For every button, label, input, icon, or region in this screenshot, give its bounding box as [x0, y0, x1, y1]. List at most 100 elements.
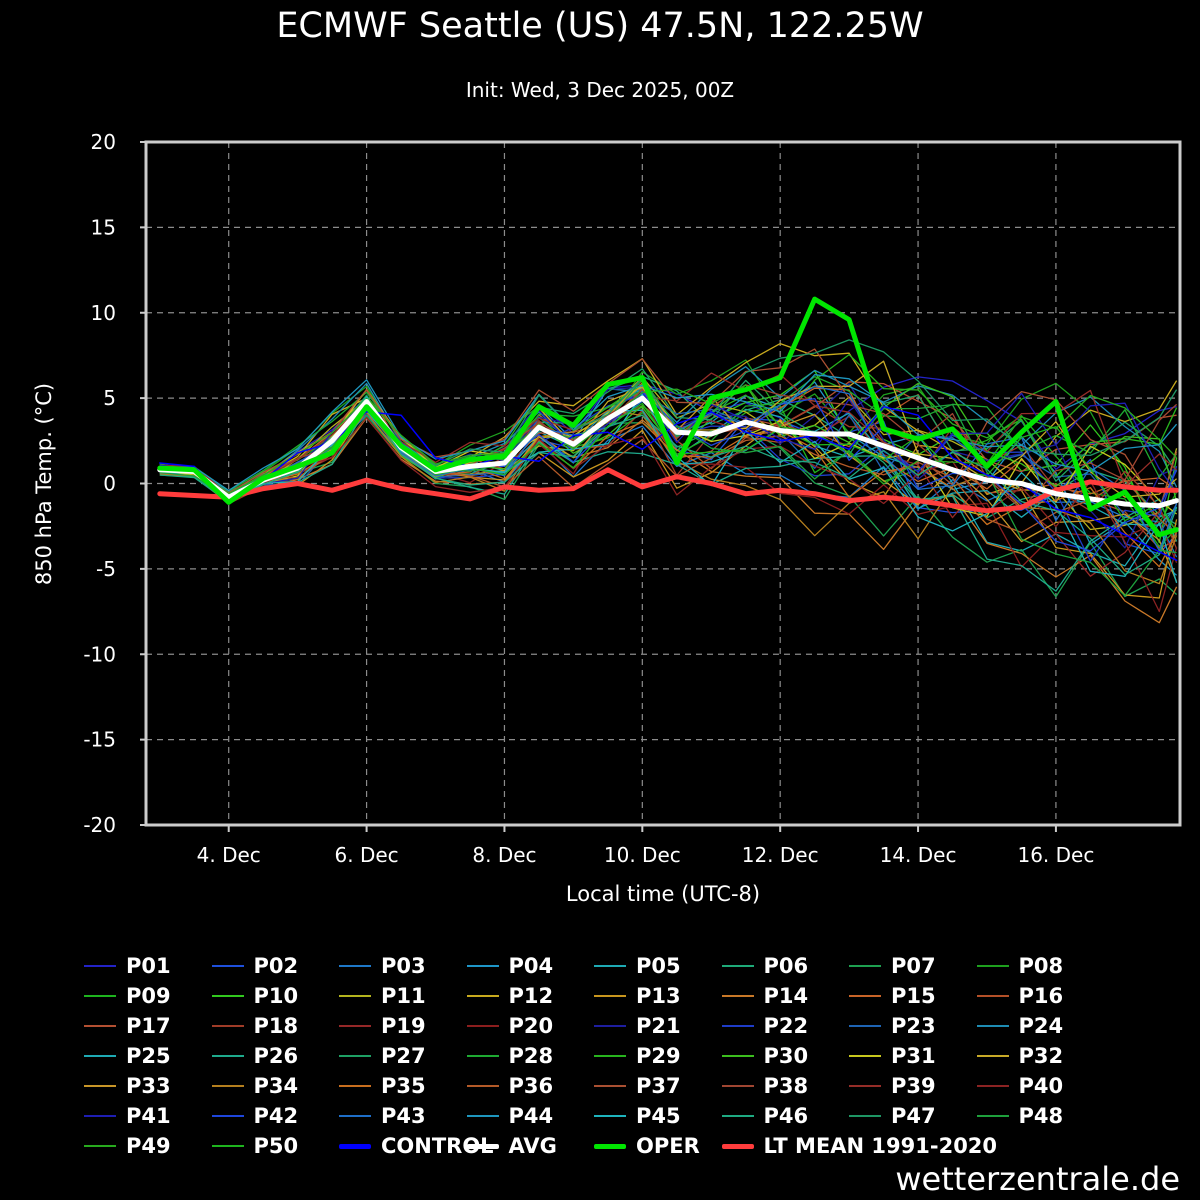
member-line-p50 — [159, 402, 1178, 533]
legend-label: P01 — [126, 954, 171, 978]
legend-item-p18: P18 — [211, 1011, 298, 1041]
legend-swatch — [211, 965, 244, 967]
legend-swatch — [84, 1085, 116, 1087]
legend-item-p24: P24 — [976, 1011, 1064, 1041]
y-tick-label: -10 — [83, 642, 116, 666]
legend-label: P21 — [636, 1014, 681, 1038]
legend-item-p10: P10 — [211, 981, 298, 1011]
legend-swatch — [211, 1085, 244, 1087]
legend-swatch — [594, 965, 626, 967]
legend-item-p28: P28 — [466, 1041, 554, 1071]
legend-swatch — [849, 1085, 881, 1087]
member-line-p40 — [159, 416, 1178, 613]
x-tick-label: 4. Dec — [197, 843, 261, 867]
legend-item-p19: P19 — [339, 1011, 426, 1041]
legend-label: P20 — [508, 1014, 554, 1038]
legend-item-p14: P14 — [721, 981, 808, 1011]
legend-swatch — [211, 1115, 244, 1117]
legend-label: P07 — [891, 954, 936, 978]
legend-label: P12 — [508, 984, 554, 1008]
legend-item-lt-mean-1991-2020: LT MEAN 1991-2020 — [721, 1131, 998, 1161]
legend-label: P43 — [381, 1104, 426, 1128]
legend-swatch — [594, 1085, 626, 1087]
legend-label: P41 — [126, 1104, 171, 1128]
legend-label: P42 — [253, 1104, 299, 1128]
series-line-lt-mean-1991-2020 — [157, 467, 1180, 514]
legend-swatch — [721, 1115, 754, 1117]
legend-swatch — [849, 995, 881, 997]
legend-swatch — [594, 1055, 626, 1057]
legend-item-p08: P08 — [976, 951, 1064, 981]
legend-swatch — [849, 965, 881, 967]
main-series — [157, 296, 1180, 562]
legend-label: P34 — [253, 1074, 299, 1098]
series-line-oper — [157, 296, 1180, 538]
legend-item-p23: P23 — [849, 1011, 936, 1041]
legend-label: OPER — [636, 1134, 700, 1158]
legend-item-p47: P47 — [849, 1101, 936, 1131]
legend-swatch — [466, 1115, 499, 1117]
y-tick-label: 15 — [91, 215, 116, 239]
legend-swatch — [211, 1055, 244, 1057]
legend-item-p34: P34 — [211, 1071, 299, 1101]
legend-swatch — [339, 995, 371, 997]
watermark: wetterzentrale.de — [895, 1160, 1180, 1198]
member-line-p07 — [159, 415, 1178, 598]
legend-swatch — [339, 1115, 371, 1117]
legend-label: P30 — [763, 1044, 809, 1068]
legend-swatch — [721, 1085, 754, 1087]
legend-label: P04 — [508, 954, 554, 978]
legend-label: P27 — [381, 1044, 426, 1068]
legend-label: P48 — [1018, 1104, 1064, 1128]
legend-label: P37 — [636, 1074, 681, 1098]
member-line-p41 — [159, 391, 1178, 499]
legend-item-p21: P21 — [594, 1011, 681, 1041]
legend-label: P49 — [126, 1134, 171, 1158]
axis-ticks: 20 15 10 5 0 -5 -10 -15 -20 4. Dec 6. Dec 8. Dec 10.… — [83, 130, 1094, 867]
legend-item-p45: P45 — [594, 1101, 681, 1131]
legend-label: P23 — [891, 1014, 936, 1038]
legend-item-p04: P04 — [466, 951, 554, 981]
legend-swatch — [466, 1085, 499, 1087]
legend-label: P06 — [763, 954, 809, 978]
legend-swatch — [339, 965, 371, 967]
legend-item-p32: P32 — [976, 1041, 1063, 1071]
legend-item-p38: P38 — [721, 1071, 808, 1101]
legend-swatch — [84, 1025, 116, 1027]
legend-label: P13 — [636, 984, 681, 1008]
y-axis-label: 850 hPa Temp. (°C) — [32, 383, 56, 585]
legend-label: P24 — [1018, 1014, 1064, 1038]
legend-label: P26 — [253, 1044, 299, 1068]
legend-item-p33: P33 — [84, 1071, 171, 1101]
legend-item-p43: P43 — [339, 1101, 426, 1131]
legend-label: P08 — [1018, 954, 1064, 978]
legend-swatch — [339, 1085, 371, 1087]
series-line-avg — [157, 395, 1180, 509]
legend-swatch — [466, 1143, 499, 1149]
legend-swatch — [594, 1115, 626, 1117]
legend-label: LT MEAN 1991-2020 — [763, 1134, 998, 1158]
legend-item-p39: P39 — [849, 1071, 936, 1101]
legend-item-p31: P31 — [849, 1041, 936, 1071]
legend-item-p01: P01 — [84, 951, 171, 981]
y-tick-label: -5 — [96, 557, 116, 581]
legend-item-p22: P22 — [721, 1011, 808, 1041]
legend-item-avg: AVG — [466, 1131, 557, 1161]
legend-swatch — [466, 1025, 499, 1027]
legend-label: P28 — [508, 1044, 554, 1068]
legend-item-p44: P44 — [466, 1101, 553, 1131]
legend-item-p03: P03 — [339, 951, 426, 981]
legend-swatch — [466, 965, 499, 967]
legend-swatch — [339, 1143, 371, 1149]
legend-swatch — [594, 1143, 626, 1149]
legend-swatch — [976, 995, 1009, 997]
legend-item-p06: P06 — [721, 951, 809, 981]
chart: 20 15 10 5 0 -5 -10 -15 -20 4. Dec 6. Dec 8. Dec 10.… — [32, 130, 1182, 906]
y-tick-label: 5 — [103, 386, 116, 410]
legend-item-p05: P05 — [594, 951, 681, 981]
legend-label: P47 — [891, 1104, 936, 1128]
legend-label: P45 — [636, 1104, 681, 1128]
legend-label: P19 — [381, 1014, 426, 1038]
legend-swatch — [211, 1145, 244, 1147]
legend-label: P50 — [253, 1134, 299, 1158]
